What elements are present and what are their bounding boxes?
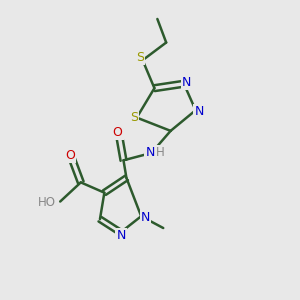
Text: H: H: [156, 146, 165, 159]
Text: N: N: [116, 230, 126, 242]
Text: N: N: [145, 146, 155, 159]
Text: O: O: [66, 149, 75, 162]
Text: N: N: [141, 211, 150, 224]
Text: S: S: [136, 51, 144, 64]
Text: HO: HO: [38, 196, 56, 208]
Text: N: N: [194, 105, 204, 118]
Text: S: S: [130, 111, 138, 124]
Text: O: O: [113, 126, 122, 140]
Text: N: N: [182, 76, 191, 89]
